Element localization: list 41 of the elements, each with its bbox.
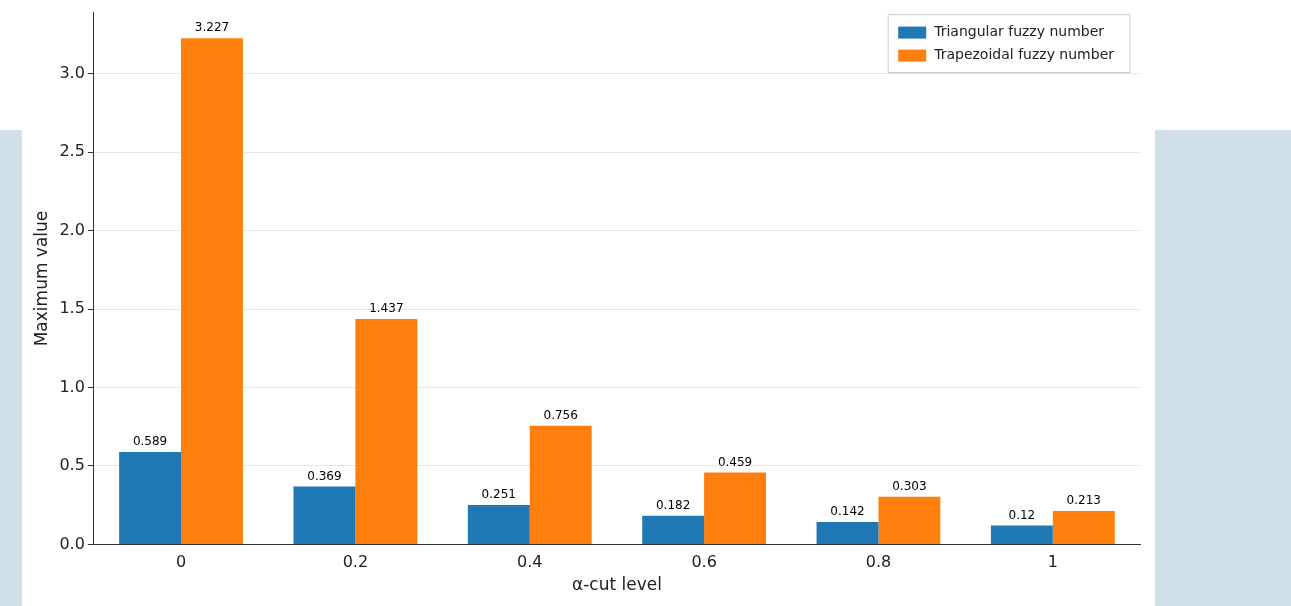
bar [467, 505, 530, 544]
x-tick-label: 0.6 [691, 552, 717, 572]
data-label: 0.251 [481, 487, 516, 502]
y-axis-title: Maximum value [30, 210, 51, 347]
x-tick-label: 0.2 [342, 552, 369, 572]
bar [704, 472, 766, 544]
data-label: 0.369 [307, 468, 342, 483]
data-label: 0.12 [1008, 507, 1036, 522]
y-tick-label: 2.0 [59, 219, 85, 239]
y-tick-label: 0.5 [59, 455, 85, 475]
y-tick-label: 1.0 [59, 376, 85, 396]
y-tick-label: 0.0 [59, 533, 85, 553]
data-label: 0.182 [655, 497, 691, 512]
data-label: 0.589 [132, 434, 168, 449]
data-label: 0.459 [717, 454, 753, 469]
bar [878, 496, 941, 544]
bar [355, 318, 418, 544]
bar [1052, 510, 1115, 544]
x-tick-label: 0.8 [865, 552, 892, 572]
y-tick-label: 1.5 [59, 298, 85, 318]
data-label: 1.437 [369, 301, 404, 316]
bar [119, 452, 182, 544]
x-tick-label: 1 [1047, 552, 1058, 572]
legend-label: Trapezoidal fuzzy number [933, 46, 1115, 63]
x-tick-label: 0.4 [517, 552, 543, 572]
legend-label: Triangular fuzzy number [933, 23, 1105, 40]
data-label: 0.756 [543, 407, 578, 422]
y-tick-label: 3.0 [59, 62, 85, 82]
data-label: 3.227 [194, 20, 230, 35]
data-label: 0.303 [892, 478, 927, 493]
bar [529, 425, 592, 544]
bar [990, 525, 1053, 544]
x-tick-label: 0 [175, 552, 187, 572]
bar [293, 486, 356, 544]
bar [181, 38, 243, 544]
x-axis-title: α-cut level [571, 574, 662, 595]
data-label: 0.142 [830, 504, 865, 519]
bar [816, 522, 879, 544]
y-tick-label: 2.5 [59, 141, 85, 161]
data-label: 0.213 [1066, 493, 1101, 508]
bar [642, 515, 705, 544]
